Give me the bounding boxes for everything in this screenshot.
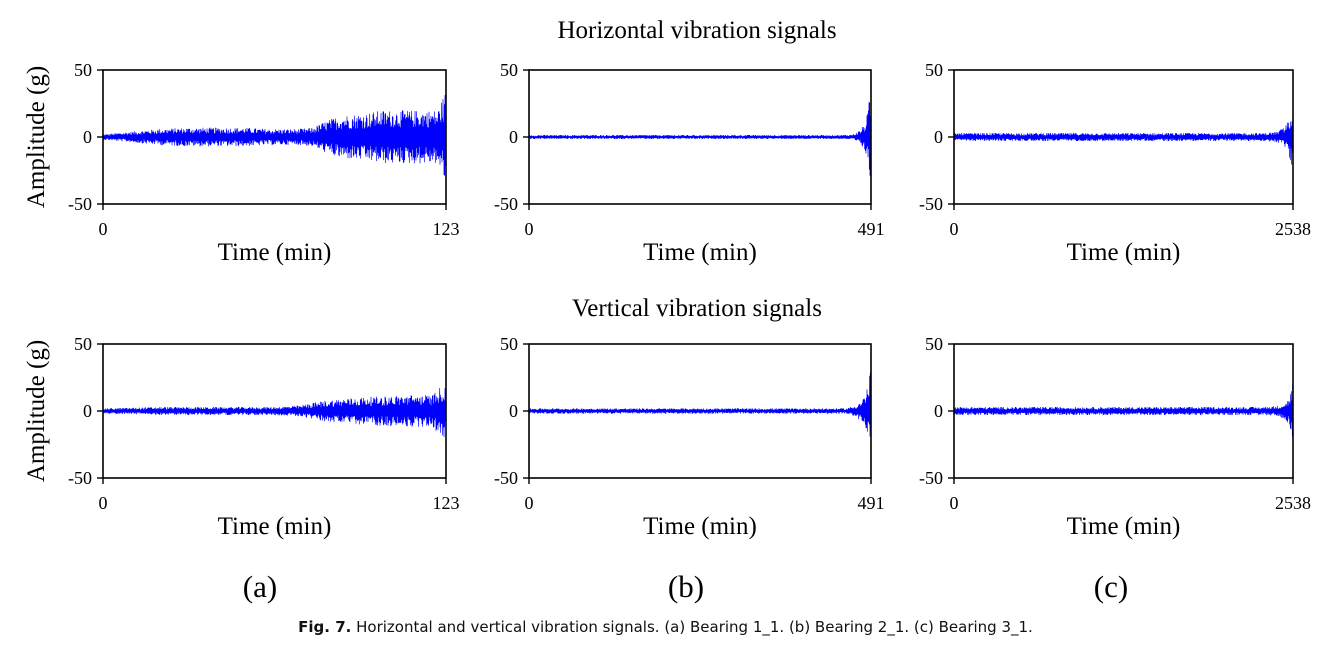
caption-label: Fig. 7. bbox=[298, 618, 352, 636]
chart-panel-5: -50 0 50 0 491 Time (min) bbox=[494, 334, 885, 540]
x-tick-label: 123 bbox=[433, 493, 460, 513]
y-tick-label: 0 bbox=[83, 127, 92, 147]
y-tick-label: 0 bbox=[934, 127, 943, 147]
y-tick-label: -50 bbox=[919, 194, 943, 214]
x-axis-label: Time (min) bbox=[643, 513, 757, 540]
y-tick-label: 50 bbox=[74, 334, 92, 354]
chart-panel-2: -50 0 50 0 491 Time (min) bbox=[494, 60, 885, 266]
x-tick-label: 0 bbox=[99, 493, 108, 513]
row-title-horizontal: Horizontal vibration signals bbox=[557, 17, 836, 44]
panel-label-b: (b) bbox=[668, 569, 704, 604]
x-axis-label: Time (min) bbox=[1067, 239, 1181, 266]
x-axis-label: Time (min) bbox=[218, 513, 332, 540]
x-tick-label: 2538 bbox=[1275, 493, 1311, 513]
y-tick-label: -50 bbox=[68, 468, 92, 488]
y-tick-label: 0 bbox=[509, 127, 518, 147]
row-title-vertical: Vertical vibration signals bbox=[572, 295, 822, 322]
y-tick-label: 50 bbox=[925, 334, 943, 354]
y-tick-label: -50 bbox=[494, 468, 518, 488]
chart-panel-4: -50 0 50 0 123 Time (min) bbox=[68, 334, 460, 540]
chart-panel-3: -50 0 50 0 2538 Time (min) bbox=[919, 60, 1311, 266]
signal-trace bbox=[102, 388, 447, 437]
x-tick-label: 123 bbox=[433, 219, 460, 239]
chart-panel-1: -50 0 50 0 123 Time (min) bbox=[68, 60, 460, 266]
y-tick-label: 0 bbox=[509, 401, 518, 421]
y-tick-label: 0 bbox=[934, 401, 943, 421]
signal-trace bbox=[528, 372, 872, 437]
y-tick-label: 50 bbox=[500, 60, 518, 80]
y-tick-label: -50 bbox=[68, 194, 92, 214]
x-tick-label: 0 bbox=[525, 493, 534, 513]
x-axis-label: Time (min) bbox=[218, 239, 332, 266]
y-tick-label: 0 bbox=[83, 401, 92, 421]
signal-trace bbox=[102, 94, 447, 176]
chart-panel-6: -50 0 50 0 2538 Time (min) bbox=[919, 334, 1311, 540]
figure-caption: Fig. 7. Horizontal and vertical vibratio… bbox=[0, 618, 1331, 636]
x-tick-label: 491 bbox=[858, 219, 885, 239]
x-axis-label: Time (min) bbox=[1067, 513, 1181, 540]
ylabel-top: Amplitude (g) bbox=[23, 66, 50, 208]
y-tick-label: -50 bbox=[494, 194, 518, 214]
x-axis-label: Time (min) bbox=[643, 239, 757, 266]
caption-text: Horizontal and vertical vibration signal… bbox=[356, 618, 1033, 636]
x-tick-label: 2538 bbox=[1275, 219, 1311, 239]
x-tick-label: 0 bbox=[950, 493, 959, 513]
panel-label-c: (c) bbox=[1094, 569, 1128, 604]
signal-trace bbox=[953, 383, 1294, 437]
signal-trace bbox=[953, 118, 1294, 177]
ylabel-bottom: Amplitude (g) bbox=[23, 340, 50, 482]
y-tick-label: 50 bbox=[925, 60, 943, 80]
x-tick-label: 0 bbox=[525, 219, 534, 239]
x-tick-label: 0 bbox=[950, 219, 959, 239]
y-tick-label: -50 bbox=[919, 468, 943, 488]
y-tick-label: 50 bbox=[74, 60, 92, 80]
signal-trace bbox=[528, 94, 872, 177]
x-tick-label: 0 bbox=[99, 219, 108, 239]
x-tick-label: 491 bbox=[858, 493, 885, 513]
panel-label-a: (a) bbox=[243, 569, 277, 604]
plots: -50 0 50 0 123 Time (min) -50 0 50 0 491 Time (min)… bbox=[68, 60, 1311, 540]
y-tick-label: 50 bbox=[500, 334, 518, 354]
